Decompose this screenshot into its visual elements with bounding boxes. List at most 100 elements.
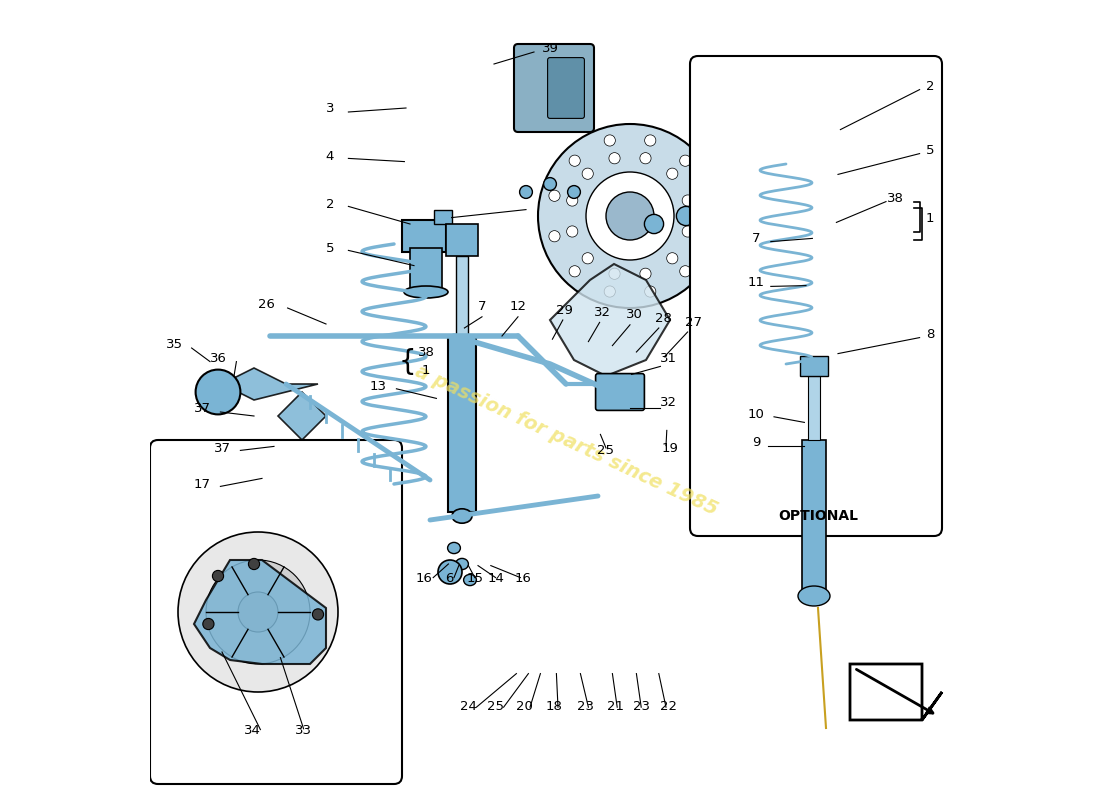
Circle shape	[566, 195, 578, 206]
Text: 37: 37	[194, 402, 210, 415]
Text: 34: 34	[244, 723, 261, 737]
Circle shape	[667, 253, 678, 264]
Text: 14: 14	[487, 573, 504, 586]
Text: 17: 17	[194, 478, 210, 491]
Text: 32: 32	[594, 306, 610, 319]
Text: 5: 5	[926, 143, 934, 157]
Text: 16: 16	[515, 573, 531, 586]
Circle shape	[549, 190, 560, 202]
Text: 39: 39	[541, 42, 559, 55]
Text: 33: 33	[295, 723, 312, 737]
Text: 23: 23	[632, 701, 650, 714]
Bar	[808, 376, 820, 440]
Bar	[434, 210, 452, 224]
Text: {: {	[399, 347, 417, 375]
Circle shape	[206, 560, 310, 664]
Bar	[448, 336, 476, 512]
Text: 38: 38	[888, 192, 904, 205]
Circle shape	[549, 230, 560, 242]
Text: 27: 27	[685, 317, 703, 330]
Text: 15: 15	[466, 573, 483, 586]
Polygon shape	[850, 664, 942, 720]
Circle shape	[196, 370, 241, 414]
Text: 13: 13	[370, 380, 386, 394]
Circle shape	[438, 560, 462, 584]
Text: 35: 35	[165, 338, 183, 351]
Polygon shape	[278, 392, 326, 440]
Text: 29: 29	[556, 304, 573, 317]
Text: 10: 10	[748, 408, 764, 421]
Circle shape	[680, 266, 691, 277]
Text: 5: 5	[326, 242, 334, 255]
Text: 36: 36	[210, 351, 227, 365]
Text: 37: 37	[213, 442, 231, 455]
Text: 2: 2	[326, 198, 334, 211]
Circle shape	[682, 195, 693, 206]
FancyBboxPatch shape	[150, 440, 402, 784]
Text: 23: 23	[578, 701, 594, 714]
Circle shape	[569, 155, 581, 166]
Text: 7: 7	[752, 232, 761, 245]
Bar	[410, 248, 442, 288]
Ellipse shape	[798, 586, 830, 606]
Circle shape	[582, 253, 593, 264]
Polygon shape	[222, 368, 318, 400]
Circle shape	[249, 558, 260, 570]
Circle shape	[640, 153, 651, 164]
Circle shape	[202, 618, 215, 630]
Text: 9: 9	[752, 437, 760, 450]
Text: 19: 19	[661, 442, 679, 455]
Text: 1: 1	[421, 364, 430, 378]
Circle shape	[238, 592, 278, 632]
Circle shape	[312, 609, 323, 620]
Text: 7: 7	[477, 301, 486, 314]
Circle shape	[586, 172, 674, 260]
Bar	[402, 220, 446, 252]
Circle shape	[609, 153, 620, 164]
Text: 26: 26	[257, 298, 274, 311]
Circle shape	[700, 190, 711, 202]
Circle shape	[606, 192, 654, 240]
Polygon shape	[194, 560, 326, 664]
Ellipse shape	[404, 286, 448, 298]
Circle shape	[640, 268, 651, 279]
Circle shape	[543, 178, 557, 190]
Bar	[802, 440, 826, 592]
Text: 3: 3	[326, 102, 334, 115]
Ellipse shape	[463, 574, 476, 586]
Bar	[800, 356, 828, 376]
Circle shape	[519, 186, 532, 198]
Circle shape	[569, 266, 581, 277]
Ellipse shape	[455, 558, 469, 570]
Polygon shape	[550, 264, 670, 376]
Circle shape	[566, 226, 578, 237]
Text: 25: 25	[597, 444, 615, 458]
Text: 11: 11	[748, 276, 764, 290]
Text: 16: 16	[416, 573, 432, 586]
Circle shape	[582, 168, 593, 179]
Text: OPTIONAL: OPTIONAL	[778, 509, 858, 523]
Circle shape	[604, 135, 615, 146]
Text: 21: 21	[607, 701, 624, 714]
Text: 4: 4	[326, 150, 334, 163]
Ellipse shape	[452, 509, 472, 523]
FancyBboxPatch shape	[514, 44, 594, 132]
Text: 32: 32	[660, 396, 676, 410]
Text: 28: 28	[656, 312, 672, 325]
FancyBboxPatch shape	[690, 56, 942, 536]
Bar	[455, 256, 469, 336]
Circle shape	[680, 155, 691, 166]
Text: 20: 20	[516, 701, 532, 714]
Circle shape	[645, 286, 656, 297]
Circle shape	[212, 570, 223, 582]
Text: 12: 12	[509, 301, 527, 314]
Circle shape	[609, 268, 620, 279]
Circle shape	[682, 226, 693, 237]
Text: 1: 1	[926, 212, 934, 226]
Ellipse shape	[448, 542, 461, 554]
Text: 6: 6	[446, 573, 453, 586]
Circle shape	[676, 206, 695, 226]
Circle shape	[604, 286, 615, 297]
Text: 22: 22	[660, 701, 676, 714]
Circle shape	[568, 186, 581, 198]
